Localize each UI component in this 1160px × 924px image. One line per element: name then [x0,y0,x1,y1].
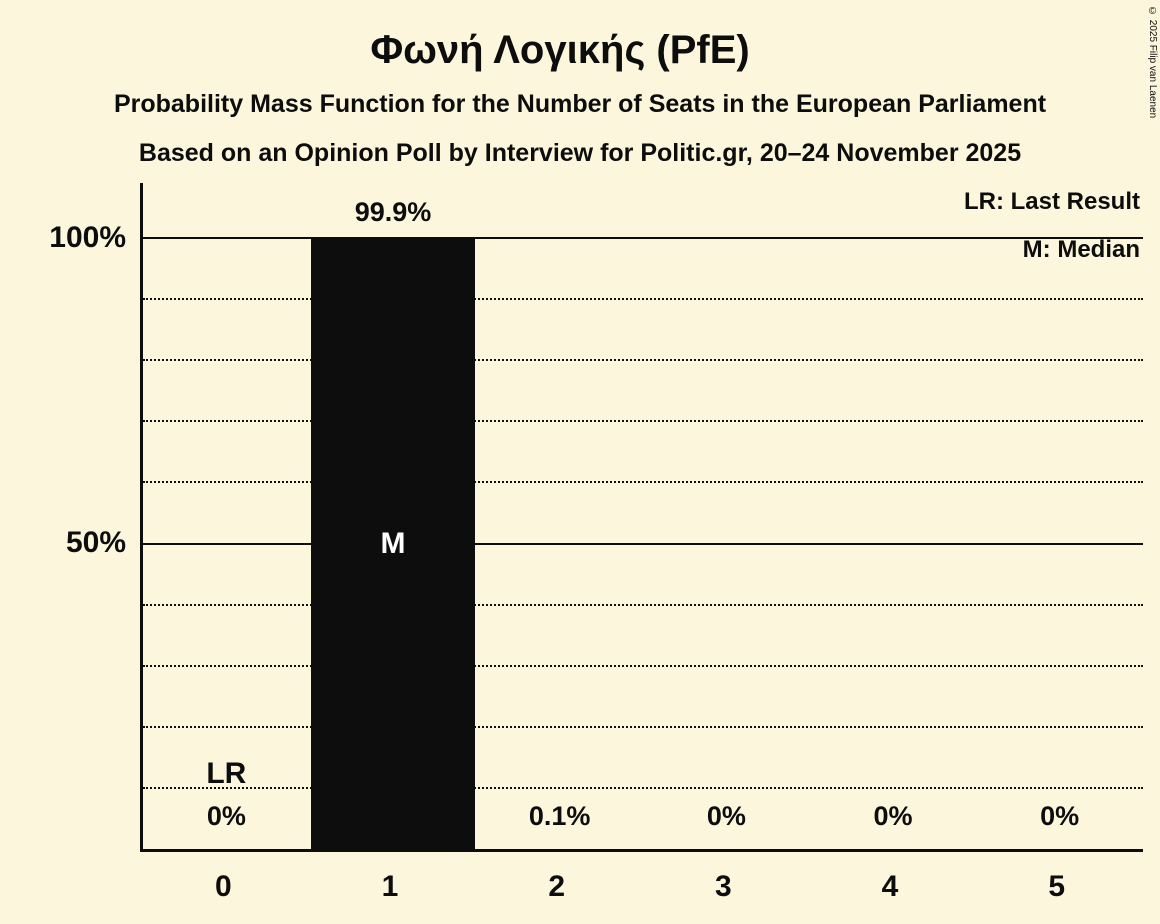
gridline-100 [143,237,1143,239]
value-label-seats-2: 0.1% [528,801,591,831]
chart-source-line: Based on an Opinion Poll by Interview fo… [138,139,1022,167]
gridline-90 [143,298,1143,301]
chart-subtitle: Probability Mass Function for the Number… [113,90,1047,118]
x-axis-tick-seats-5: 5 [1048,870,1065,903]
gridline-20 [143,725,1143,728]
gridline-30 [143,664,1143,667]
plot-area: 0% 99.9% 0.1% 0% 0% 0% LR M [140,183,1143,852]
median-marker: M [380,526,406,560]
value-label-seats-5: 0% [1040,801,1080,831]
value-label-seats-4: 0% [873,801,913,831]
last-result-marker: LR [206,757,247,790]
gridline-70 [143,420,1143,423]
value-label-seats-1: 99.9% [354,196,432,227]
gridline-60 [143,481,1143,484]
y-axis-tick-50pct: 50% [65,526,126,560]
y-axis-tick-100pct: 100% [49,220,126,254]
legend-last-result: LR: Last Result [963,188,1140,215]
x-axis-tick-seats-2: 2 [548,870,565,903]
x-axis-tick-seats-1: 1 [381,870,399,903]
value-label-seats-0: 0% [206,801,246,831]
x-axis-tick-seats-3: 3 [714,870,732,903]
gridline-10 [143,786,1143,789]
gridline-50 [143,542,1143,545]
bar-seats-1 [311,238,475,849]
chart-title: Φωνή Λογικής (PfE) [370,28,750,72]
copyright-notice: © 2025 Filip van Laenen [1147,6,1158,119]
legend-median: M: Median [1022,236,1140,263]
x-axis-tick-seats-0: 0 [214,870,232,903]
gridline-80 [143,359,1143,362]
gridline-40 [143,603,1143,606]
value-label-seats-3: 0% [706,801,746,831]
x-axis-tick-seats-4: 4 [881,870,899,903]
